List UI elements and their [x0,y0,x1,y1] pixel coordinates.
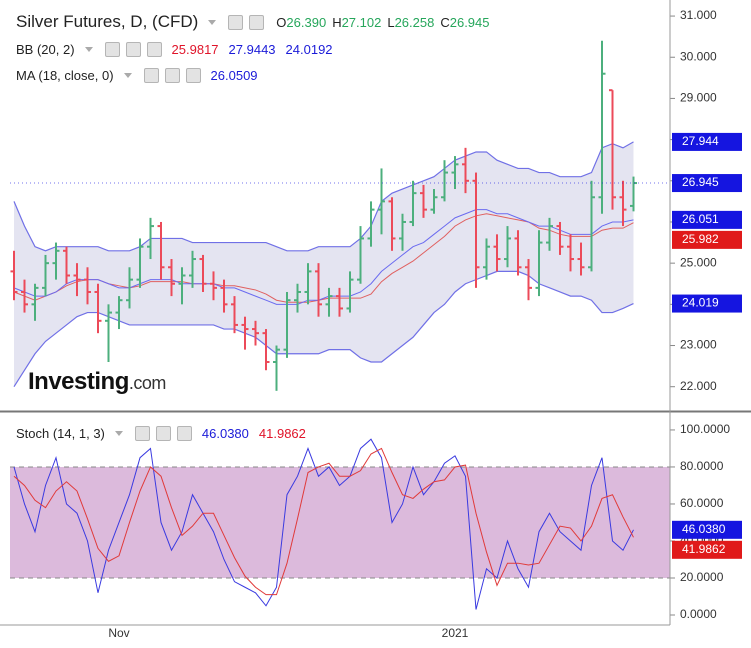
ohlc-value: 26.390 [286,14,327,30]
price-badge [672,210,742,229]
indicator-name: BB (20, 2) [16,42,75,57]
price-badge [672,174,742,193]
eye-icon[interactable] [104,42,120,57]
close-icon[interactable] [176,426,192,441]
indicator-name: Stoch (14, 1, 3) [16,426,105,441]
price-badge [672,132,742,151]
bb-upper [13,141,634,252]
price-badge-label: 24.019 [682,296,719,310]
ohlc-label: O [276,14,287,30]
price-badge-label: 26.051 [682,212,719,226]
watermark: Investing.com [28,368,166,396]
ohlc-value: 26.945 [449,14,490,30]
gear-icon[interactable] [164,68,180,83]
gear-icon[interactable] [125,42,141,57]
stoch-line [13,447,634,596]
ohlc-label: C [440,14,450,30]
x-tick-label: 2021 [442,626,469,640]
caret[interactable] [208,19,217,25]
price-badge-label: 46.0380 [682,522,726,536]
y-tick-label: 0.0000 [680,607,717,621]
y-tick-label: 100.0000 [680,422,730,436]
price-badge-label: 41.9862 [682,542,726,556]
y-tick-label: 25.000 [680,255,717,269]
logo-main: Investing [28,368,129,395]
y-tick-label: 20.0000 [680,570,724,584]
bb-fill [14,141,634,387]
logo-suffix: .com [128,373,167,393]
price-header: Silver Futures, D, (CFD) O 26.390 H 27.102 L… [16,12,490,32]
close-icon[interactable] [146,42,162,57]
gear-icon[interactable] [249,14,265,30]
price-badge-label: 26.945 [682,175,719,189]
ohlc-value: 27.102 [341,14,382,30]
price-badge [672,294,742,313]
caret[interactable] [123,73,132,78]
y-tick-label: 23.000 [680,338,717,352]
indicator-value: 41.9862 [258,426,306,441]
price-badge [672,520,742,539]
y-tick-label: 29.000 [680,91,717,105]
eye-icon[interactable] [143,68,159,83]
bb-lower [13,270,634,388]
indicator-value: 25.9817 [171,42,219,57]
caret[interactable] [84,47,93,52]
caret[interactable] [114,431,123,436]
bb-header: BB (20, 2) 25.9817 27.9443 24.0192 [16,42,333,57]
price-badge [672,230,742,249]
stoch-header: Stoch (14, 1, 3) 46.0380 41.9862 [16,426,306,441]
y-tick-label: 22.000 [680,379,717,393]
eye-icon[interactable] [228,14,244,30]
ohlc-label: L [387,14,395,30]
indicator-value: 27.9443 [228,42,276,57]
ma-line [13,209,634,305]
indicator-value: 26.0509 [210,68,258,83]
y-tick-label: 80.0000 [680,459,724,473]
price-badge-label: 25.982 [682,232,719,246]
indicator-name: MA (18, close, 0) [16,68,114,83]
y-tick-label: 60.0000 [680,496,724,510]
ohlc-label: H [332,14,342,30]
indicator-value: 24.0192 [285,42,333,57]
x-tick-label: Nov [108,626,129,640]
chart-title: Silver Futures, D, (CFD) [16,12,199,31]
close-icon[interactable] [185,68,201,83]
price-badge-label: 27.944 [682,134,719,148]
indicator-value: 46.0380 [201,426,249,441]
gear-icon[interactable] [155,426,171,441]
eye-icon[interactable] [134,426,150,441]
y-tick-label: 31.000 [680,8,717,22]
price-badge [672,540,742,559]
y-tick-label: 30.000 [680,49,717,63]
ohlc-values: O 26.390 H 27.102 L 26.258 C 26.945 [270,15,489,30]
ohlc-value: 26.258 [394,14,435,30]
stoch-line [13,438,634,610]
ma-header: MA (18, close, 0) 26.0509 [16,68,258,83]
